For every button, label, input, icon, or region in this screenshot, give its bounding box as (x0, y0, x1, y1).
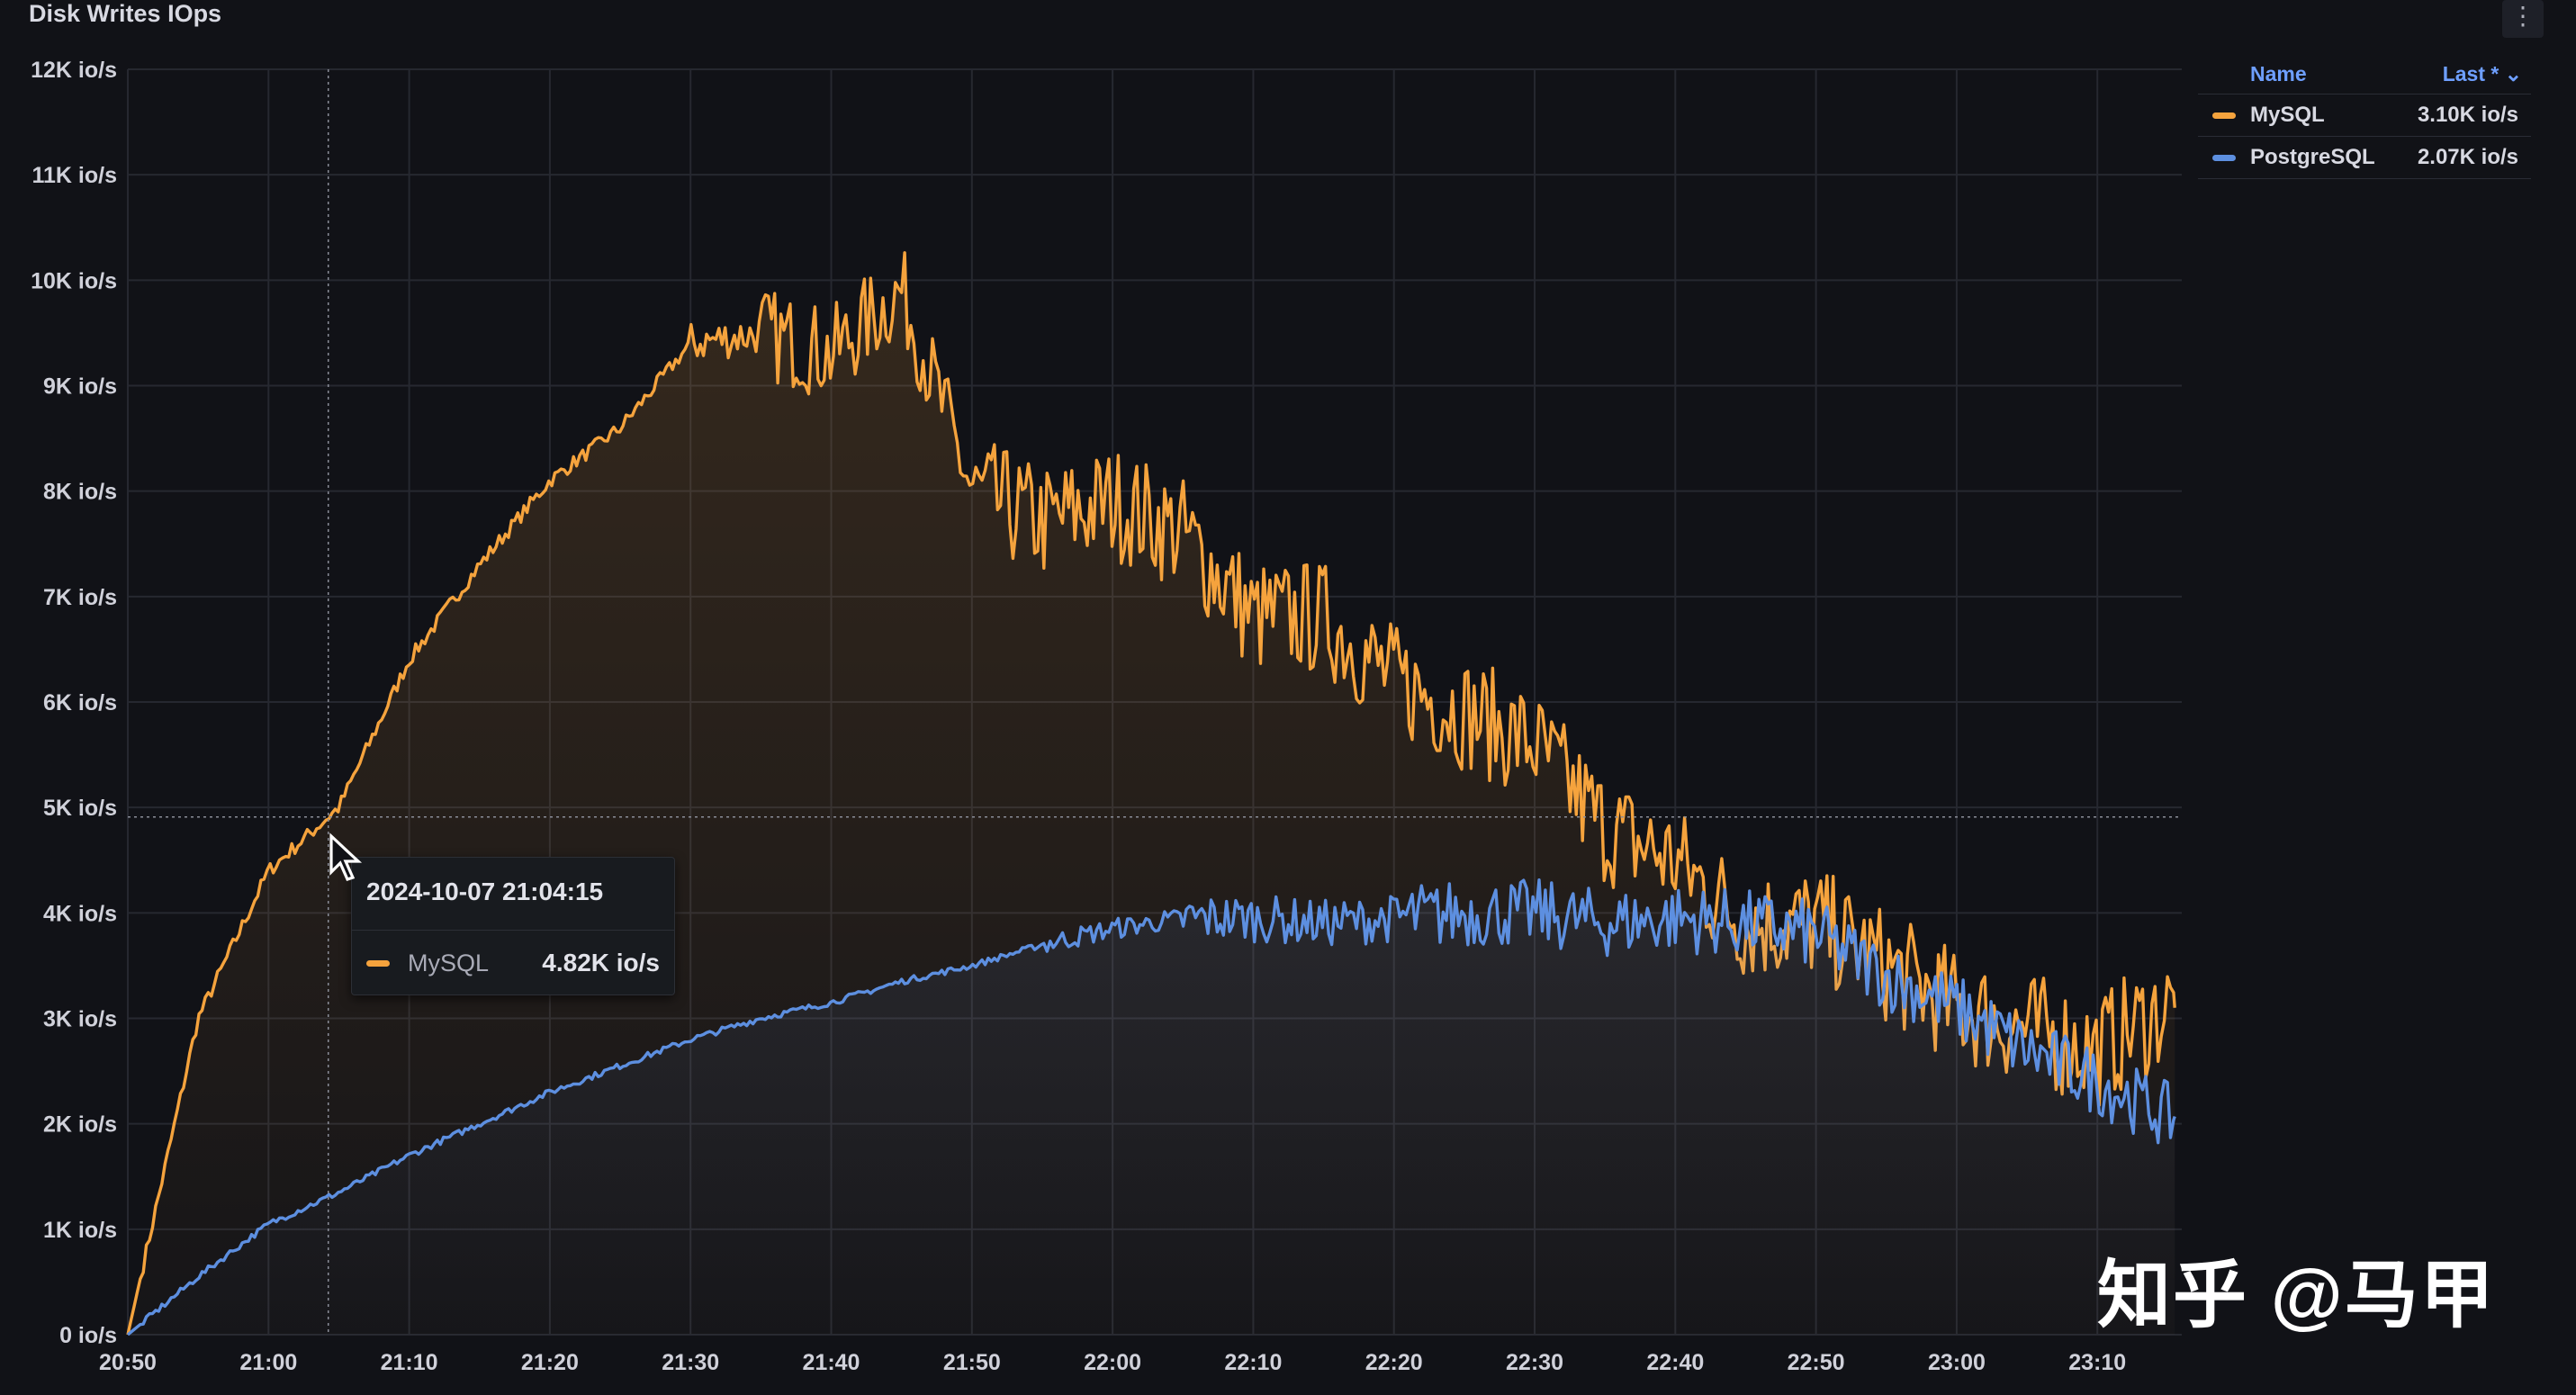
y-tick-label: 2K io/s (43, 1112, 117, 1138)
y-tick-label: 10K io/s (31, 268, 117, 293)
x-tick-label: 22:30 (1506, 1350, 1563, 1375)
legend-swatch (2212, 154, 2236, 161)
y-axis: 0 io/s 1K io/s 2K io/s 3K io/s 4K io/s 5K io/… (31, 58, 117, 1348)
x-tick-label: 21:30 (662, 1350, 719, 1375)
legend-item-postgresql[interactable]: PostgreSQL 2.07K io/s (2198, 136, 2531, 179)
series-line-postgresql (126, 878, 2176, 1336)
x-tick-label: 21:20 (521, 1350, 579, 1375)
y-tick-label: 5K io/s (43, 796, 117, 821)
crosshair (128, 69, 2182, 1335)
watermark: 知乎 @马甲 (2097, 1255, 2496, 1336)
legend-item-label: MySQL (2250, 103, 2325, 127)
panel-title: Disk Writes IOps (29, 0, 222, 27)
tooltip-row: MySQL 4.82K io/s (366, 948, 660, 978)
x-tick-label: 23:00 (1928, 1350, 1986, 1375)
legend-header-name[interactable]: Name (2250, 61, 2307, 86)
x-tick-label: 22:10 (1224, 1350, 1282, 1375)
tooltip-series: MySQL (408, 949, 490, 976)
y-tick-label: 3K io/s (43, 1007, 117, 1032)
y-tick-label: 1K io/s (43, 1218, 117, 1243)
y-tick-label: 7K io/s (43, 585, 117, 610)
tooltip-value: 4.82K io/s (542, 949, 660, 976)
y-tick-label: 0 io/s (59, 1323, 117, 1348)
x-axis: 20:50 21:00 21:10 21:20 21:30 21:40 21:50 22:00… (99, 1350, 2126, 1375)
legend-item-mysql[interactable]: MySQL 3.10K io/s (2198, 94, 2531, 136)
tooltip-swatch (366, 959, 390, 967)
legend-header: Name Last * ⌄ (2198, 54, 2531, 94)
legend-item-last: 3.10K io/s (2417, 103, 2518, 127)
tooltip-divider (352, 930, 674, 931)
x-tick-label: 20:50 (99, 1350, 157, 1375)
y-tick-label: 4K io/s (43, 901, 117, 926)
x-tick-label: 22:40 (1646, 1350, 1704, 1375)
series-area-postgresql (128, 879, 2175, 1335)
legend-swatch (2212, 112, 2236, 119)
y-tick-label: 8K io/s (43, 480, 117, 505)
tooltip-time: 2024-10-07 21:04:15 (366, 878, 604, 905)
y-tick-label: 6K io/s (43, 690, 117, 716)
x-tick-label: 21:10 (381, 1350, 438, 1375)
y-tick-label: 12K io/s (31, 58, 117, 83)
legend-header-last[interactable]: Last * ⌄ (2442, 61, 2522, 86)
x-tick-label: 21:50 (943, 1350, 1001, 1375)
y-tick-label: 9K io/s (43, 374, 117, 400)
tooltip: 2024-10-07 21:04:15 MySQL 4.82K io/s (351, 857, 675, 995)
x-tick-label: 21:40 (803, 1350, 860, 1375)
x-tick-label: 22:00 (1084, 1350, 1141, 1375)
series-group (126, 251, 2176, 1336)
legend-item-label: PostgreSQL (2250, 145, 2375, 169)
mouse-pointer-icon (329, 832, 363, 881)
y-tick-label: 11K io/s (32, 163, 118, 188)
kebab-menu-icon[interactable]: ⋮ (2502, 0, 2544, 38)
legend: Name Last * ⌄ MySQL 3.10K io/s PostgreSQ… (2198, 54, 2531, 179)
x-tick-label: 21:00 (239, 1350, 297, 1375)
x-tick-label: 22:50 (1788, 1350, 1845, 1375)
x-tick-label: 22:20 (1365, 1350, 1423, 1375)
x-tick-label: 23:10 (2068, 1350, 2126, 1375)
legend-item-last: 2.07K io/s (2417, 145, 2518, 169)
